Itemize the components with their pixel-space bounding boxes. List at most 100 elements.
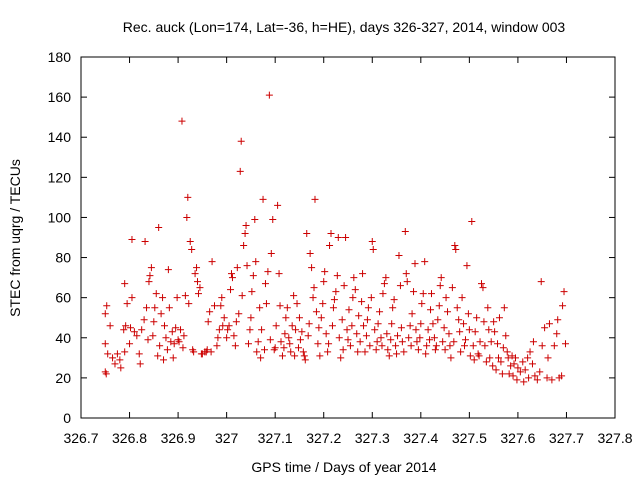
data-point (348, 322, 356, 330)
data-point (389, 304, 397, 312)
data-point (146, 272, 154, 280)
data-point (417, 320, 425, 328)
data-point (147, 264, 155, 272)
data-point (342, 234, 350, 241)
data-point (149, 332, 157, 340)
data-point (292, 326, 300, 334)
data-point (299, 348, 307, 356)
data-point (537, 278, 545, 286)
data-point (373, 338, 381, 346)
data-point (117, 364, 125, 372)
data-point (541, 324, 549, 332)
data-point (177, 326, 185, 334)
data-point (545, 320, 553, 328)
data-point (339, 346, 347, 354)
x-tick-label: 326.8 (112, 430, 147, 446)
data-point (278, 352, 286, 360)
data-point (361, 348, 369, 356)
data-point (448, 284, 456, 292)
data-point (280, 344, 288, 352)
data-point (184, 193, 192, 201)
x-tick-label: 327 (215, 430, 239, 446)
data-point (485, 326, 493, 334)
data-point (144, 336, 152, 344)
x-tick-label: 327.2 (306, 430, 341, 446)
data-point (288, 322, 296, 330)
data-point (329, 304, 337, 312)
data-point (326, 242, 334, 250)
chart-title: Rec. auck (Lon=174, Lat=-36, h=HE), days… (123, 19, 566, 35)
data-point (194, 278, 202, 286)
data-point (414, 346, 422, 354)
data-point (311, 195, 319, 203)
data-point (165, 304, 173, 312)
data-point (178, 117, 186, 125)
data-point (332, 288, 340, 296)
data-points (101, 91, 569, 386)
data-point (257, 354, 265, 362)
data-point (315, 324, 323, 332)
data-point (271, 344, 279, 352)
data-point (102, 370, 110, 378)
data-point (186, 238, 194, 246)
data-point (101, 310, 109, 318)
data-point (246, 326, 254, 334)
data-point (494, 340, 502, 348)
data-point (303, 229, 311, 237)
data-point (364, 304, 372, 312)
data-point (274, 201, 282, 209)
data-point (486, 354, 494, 362)
data-point (407, 342, 415, 350)
data-point (248, 288, 256, 296)
data-point (281, 330, 289, 338)
data-point (446, 342, 454, 350)
data-point (499, 344, 507, 352)
data-point (217, 302, 225, 310)
data-point (122, 322, 130, 330)
data-point (387, 336, 395, 344)
data-point (168, 328, 176, 336)
y-axis-title: STEC from uqrg / TECUs (7, 159, 23, 317)
data-point (127, 324, 135, 332)
data-point (238, 292, 246, 300)
data-point (413, 338, 421, 346)
data-point (113, 350, 121, 358)
data-point (396, 282, 404, 290)
data-point (207, 348, 215, 356)
data-point (204, 318, 212, 326)
data-point (430, 334, 438, 342)
y-tick-label: 120 (48, 169, 72, 185)
data-point (214, 334, 222, 342)
data-point (538, 342, 546, 350)
data-point (439, 338, 447, 346)
data-point (241, 229, 249, 237)
data-point (180, 332, 188, 340)
x-tick-label: 327.7 (549, 430, 584, 446)
data-point (554, 316, 562, 324)
data-point (550, 342, 558, 350)
data-point (324, 348, 332, 356)
data-point (286, 340, 294, 348)
data-point (453, 304, 461, 312)
data-point (466, 352, 474, 360)
data-point (133, 332, 141, 340)
data-point (489, 362, 497, 370)
data-point (393, 350, 401, 358)
data-point (447, 354, 455, 362)
data-point (138, 326, 146, 334)
data-point (305, 320, 313, 328)
data-point (343, 326, 351, 334)
data-point (310, 284, 318, 292)
data-point (419, 290, 427, 298)
y-tick-label: 180 (48, 49, 72, 65)
data-point (345, 306, 353, 314)
data-point (544, 354, 552, 362)
x-tick-label: 327.6 (500, 430, 535, 446)
data-point (429, 320, 437, 328)
data-point (344, 336, 352, 344)
data-point (247, 314, 255, 322)
data-point (253, 348, 261, 356)
y-tick-label: 140 (48, 129, 72, 145)
data-point (356, 338, 364, 346)
data-point (369, 246, 377, 254)
